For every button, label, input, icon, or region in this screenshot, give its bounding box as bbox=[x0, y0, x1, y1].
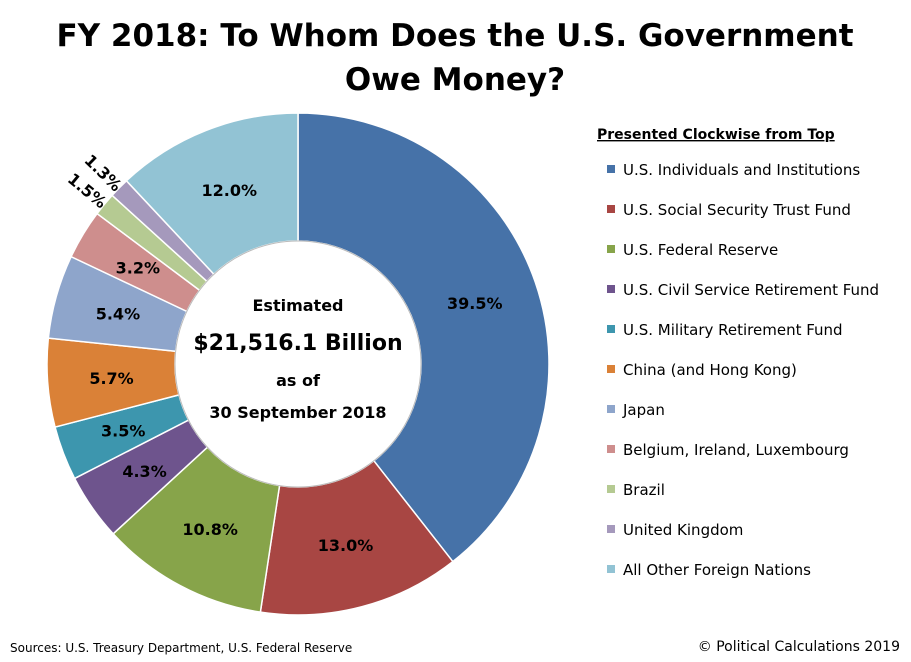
chart-title-line-1: FY 2018: To Whom Does the U.S. Governmen… bbox=[56, 18, 853, 54]
legend-swatch-2 bbox=[607, 245, 615, 253]
sources-text: Sources: U.S. Treasury Department, U.S. … bbox=[10, 641, 352, 655]
legend-swatch-7 bbox=[607, 445, 615, 453]
legend-item-8: Brazil bbox=[623, 481, 665, 499]
legend-swatch-10 bbox=[607, 565, 615, 573]
legend-item-5: China (and Hong Kong) bbox=[623, 361, 797, 379]
legend-swatch-1 bbox=[607, 205, 615, 213]
legend-item-10: All Other Foreign Nations bbox=[623, 561, 811, 579]
legend-item-0: U.S. Individuals and Institutions bbox=[623, 161, 860, 179]
legend-swatch-8 bbox=[607, 485, 615, 493]
slice-label-4: 3.5% bbox=[101, 422, 145, 441]
legend-item-2: U.S. Federal Reserve bbox=[623, 241, 778, 259]
slice-label-5: 5.7% bbox=[89, 369, 133, 388]
slice-label-10: 12.0% bbox=[202, 181, 258, 200]
center-text-date: 30 September 2018 bbox=[209, 403, 386, 422]
legend-swatch-5 bbox=[607, 365, 615, 373]
slice-label-2: 10.8% bbox=[182, 520, 238, 539]
legend-item-6: Japan bbox=[622, 401, 665, 419]
legend-swatch-6 bbox=[607, 405, 615, 413]
center-text-amount: $21,516.1 Billion bbox=[193, 331, 402, 356]
slice-label-0: 39.5% bbox=[447, 294, 503, 313]
center-text-as-of: as of bbox=[276, 371, 321, 390]
legend-title: Presented Clockwise from Top bbox=[597, 127, 835, 143]
legend-swatch-9 bbox=[607, 525, 615, 533]
legend-swatch-3 bbox=[607, 285, 615, 293]
chart-title-line-2: Owe Money? bbox=[345, 62, 565, 98]
legend-item-3: U.S. Civil Service Retirement Fund bbox=[623, 281, 879, 299]
copyright-text: © Political Calculations 2019 bbox=[698, 639, 900, 655]
donut-hole bbox=[174, 240, 422, 488]
legend-item-1: U.S. Social Security Trust Fund bbox=[623, 201, 851, 219]
legend-item-4: U.S. Military Retirement Fund bbox=[623, 321, 843, 339]
center-text-estimated: Estimated bbox=[252, 296, 343, 315]
slice-label-7: 3.2% bbox=[116, 258, 160, 277]
legend-swatch-4 bbox=[607, 325, 615, 333]
slice-label-6: 5.4% bbox=[96, 305, 140, 324]
slice-label-1: 13.0% bbox=[318, 536, 374, 555]
legend-swatch-0 bbox=[607, 165, 615, 173]
slice-label-3: 4.3% bbox=[122, 462, 166, 481]
legend-item-9: United Kingdom bbox=[623, 521, 743, 539]
legend-item-7: Belgium, Ireland, Luxembourg bbox=[623, 441, 849, 459]
